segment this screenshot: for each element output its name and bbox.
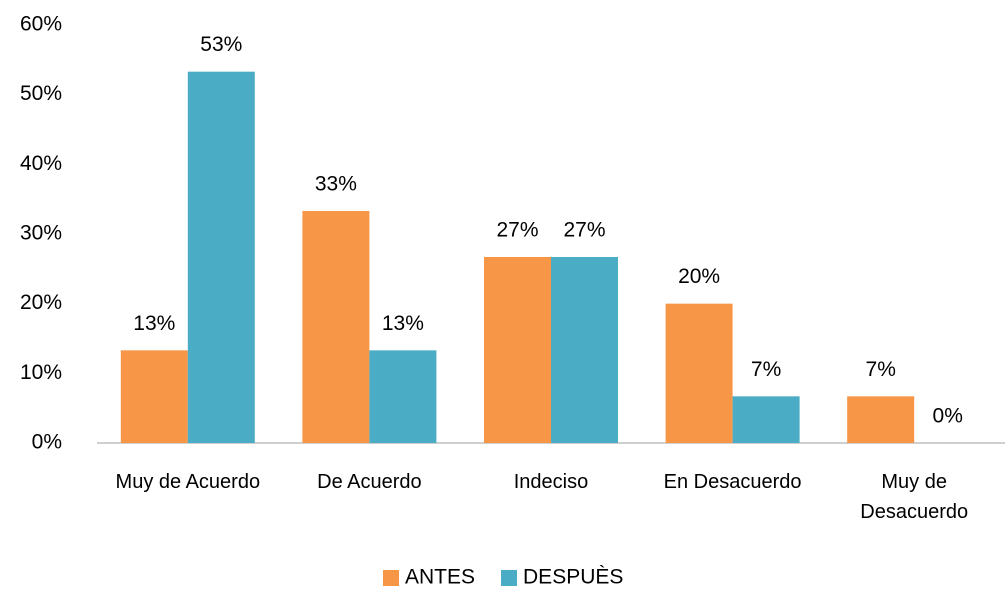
data-label: 7% bbox=[751, 358, 781, 381]
bar bbox=[369, 350, 437, 443]
bar bbox=[187, 71, 255, 443]
y-tick-label: 50% bbox=[20, 82, 62, 105]
bar bbox=[665, 303, 733, 443]
data-label: 7% bbox=[866, 358, 896, 381]
legend-label: ANTES bbox=[405, 566, 475, 589]
legend-label: DESPUÈS bbox=[523, 566, 623, 589]
bar bbox=[120, 350, 188, 443]
bar bbox=[302, 211, 370, 443]
x-tick-label: Muy de Desacuerdo bbox=[860, 471, 969, 523]
bar bbox=[551, 256, 618, 443]
y-tick-label: 30% bbox=[20, 222, 62, 245]
y-tick-label: 0% bbox=[32, 431, 62, 454]
bar bbox=[847, 396, 915, 443]
legend-swatch bbox=[383, 570, 399, 586]
x-tick-label: Muy de Acuerdo bbox=[115, 471, 261, 493]
y-tick-label: 40% bbox=[20, 152, 62, 175]
y-tick-label: 10% bbox=[20, 361, 62, 384]
data-label: 53% bbox=[200, 33, 242, 56]
y-tick-label: 60% bbox=[20, 13, 62, 36]
y-tick-label: 20% bbox=[20, 291, 62, 314]
bar bbox=[732, 396, 800, 443]
data-label: 27% bbox=[496, 219, 538, 242]
x-tick-label: En Desacuerdo bbox=[663, 471, 802, 493]
legend-swatch bbox=[501, 570, 518, 586]
data-label: 33% bbox=[315, 173, 357, 196]
data-label: 13% bbox=[133, 312, 175, 335]
bar bbox=[484, 256, 551, 443]
data-label: 20% bbox=[678, 265, 720, 288]
x-tick-label: Indeciso bbox=[513, 471, 589, 493]
data-label: 0% bbox=[933, 405, 963, 428]
data-label: 27% bbox=[563, 219, 605, 242]
data-label: 13% bbox=[382, 312, 424, 335]
x-tick-label: De Acuerdo bbox=[317, 471, 422, 493]
